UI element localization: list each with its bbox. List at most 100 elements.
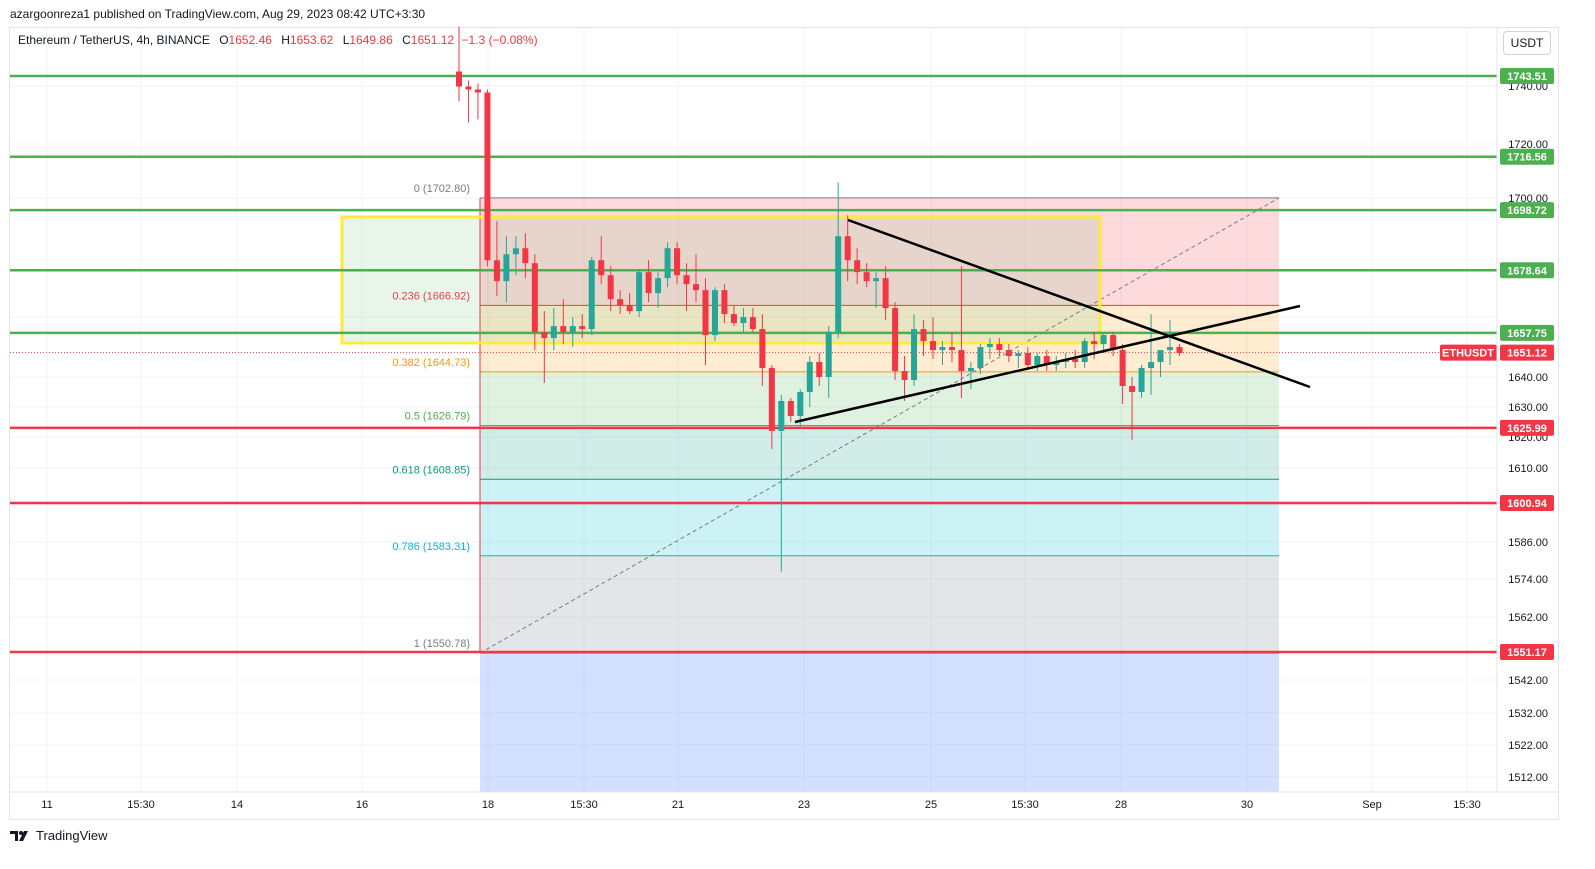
x-axis-tick-label: 15:30 xyxy=(1453,799,1481,811)
candle-body xyxy=(1176,347,1183,354)
candle-body xyxy=(560,326,567,333)
candle-body xyxy=(1015,353,1022,357)
candle xyxy=(531,254,538,351)
fib-zone xyxy=(480,555,1279,654)
candle-body xyxy=(768,368,775,431)
candle-body xyxy=(863,272,870,282)
candle-body xyxy=(740,317,747,324)
x-axis-tick-label: 15:30 xyxy=(127,799,155,811)
candle xyxy=(645,260,652,303)
candle xyxy=(854,248,861,285)
candle xyxy=(522,233,529,279)
price-tag-bg xyxy=(1500,494,1554,511)
candle-body xyxy=(1043,356,1050,366)
fib-level-label: 0.786 (1583.31) xyxy=(392,541,470,553)
candle xyxy=(702,278,709,366)
price-tag-bg xyxy=(1500,202,1554,219)
price-tag: 1678.64 xyxy=(1500,262,1554,279)
candle-body xyxy=(522,248,529,264)
candle xyxy=(588,257,595,336)
price-tag: 1698.72 xyxy=(1500,202,1554,219)
candle xyxy=(503,236,510,303)
candle-body xyxy=(484,92,491,261)
x-axis-tick-label: 15:30 xyxy=(570,799,598,811)
candle xyxy=(1129,376,1136,440)
candle xyxy=(683,263,690,312)
price-tag-bg xyxy=(1500,68,1554,84)
candle xyxy=(778,394,785,572)
currency-button[interactable]: USDT xyxy=(1503,31,1551,55)
candle-body xyxy=(816,362,823,377)
candle xyxy=(569,317,576,348)
candle xyxy=(674,242,681,285)
candle xyxy=(1024,347,1031,369)
candle-body xyxy=(512,248,519,255)
price-tag: 1551.17 xyxy=(1500,644,1554,660)
price-tag: 1600.94 xyxy=(1500,494,1554,511)
candle xyxy=(967,362,974,389)
x-axis-tick-label: 28 xyxy=(1115,799,1127,811)
candle xyxy=(693,254,699,303)
price-tag-bg xyxy=(1500,419,1554,436)
candle-body xyxy=(844,236,851,261)
fib-zone xyxy=(480,479,1279,556)
open-value: 1652.46 xyxy=(228,33,272,47)
symbol-tag-bg xyxy=(1440,344,1497,361)
candle xyxy=(730,305,737,327)
candle xyxy=(1157,350,1164,377)
candle-body xyxy=(1081,341,1088,363)
fib-level-label: 0.382 (1644.73) xyxy=(392,357,470,369)
candle-body xyxy=(711,290,718,336)
candle xyxy=(977,344,984,375)
x-axis-tick-label: 14 xyxy=(231,799,243,811)
candle xyxy=(787,397,794,422)
fib-level-label: 0 (1702.80) xyxy=(414,183,470,195)
candle-body xyxy=(1157,350,1164,363)
candle xyxy=(1015,350,1022,369)
candle xyxy=(1081,338,1088,369)
price-tag: 1625.99 xyxy=(1500,419,1554,436)
candle-body xyxy=(1110,335,1117,351)
highlight-box xyxy=(340,215,1102,345)
candle-body xyxy=(759,329,766,369)
candle xyxy=(882,266,889,321)
candle xyxy=(920,320,927,357)
candle xyxy=(541,311,548,383)
price-tag: 1657.75 xyxy=(1500,324,1554,341)
candle-body xyxy=(1138,368,1145,392)
candle-body xyxy=(797,391,804,416)
candle xyxy=(617,290,624,315)
tradingview-brand[interactable]: TradingView xyxy=(10,828,108,843)
y-axis-tick-label: 1640.00 xyxy=(1508,372,1548,384)
candle xyxy=(636,269,643,318)
candle-body xyxy=(787,400,794,416)
candle xyxy=(1119,344,1126,404)
x-axis-tick-label: 11 xyxy=(41,799,52,811)
candle xyxy=(607,266,614,312)
candle xyxy=(939,341,946,366)
candle xyxy=(863,263,870,288)
candle xyxy=(626,293,633,315)
symbol-tag-label: ETHUSDT xyxy=(1442,348,1494,360)
close-value: 1651.12 xyxy=(410,33,455,47)
candle xyxy=(825,326,832,398)
candle-body xyxy=(674,248,681,276)
price-tag-label: 1716.56 xyxy=(1507,152,1547,164)
candle xyxy=(948,332,955,363)
descending-trendline xyxy=(847,218,1311,389)
candle xyxy=(484,89,491,267)
candle xyxy=(901,356,908,401)
candle-body xyxy=(456,71,462,87)
y-axis-tick-label: 1542.00 xyxy=(1508,675,1548,687)
price-tag-bg xyxy=(1500,324,1554,341)
candle-body xyxy=(911,329,918,380)
price-tag-label: 1657.75 xyxy=(1507,328,1547,340)
candle xyxy=(465,80,472,123)
x-axis-tick-label: 23 xyxy=(798,799,810,811)
candle xyxy=(1072,350,1079,369)
candle xyxy=(474,83,481,120)
candle-body xyxy=(531,263,538,333)
candle-body xyxy=(503,254,510,282)
change-value: −1.3 xyxy=(461,33,486,47)
